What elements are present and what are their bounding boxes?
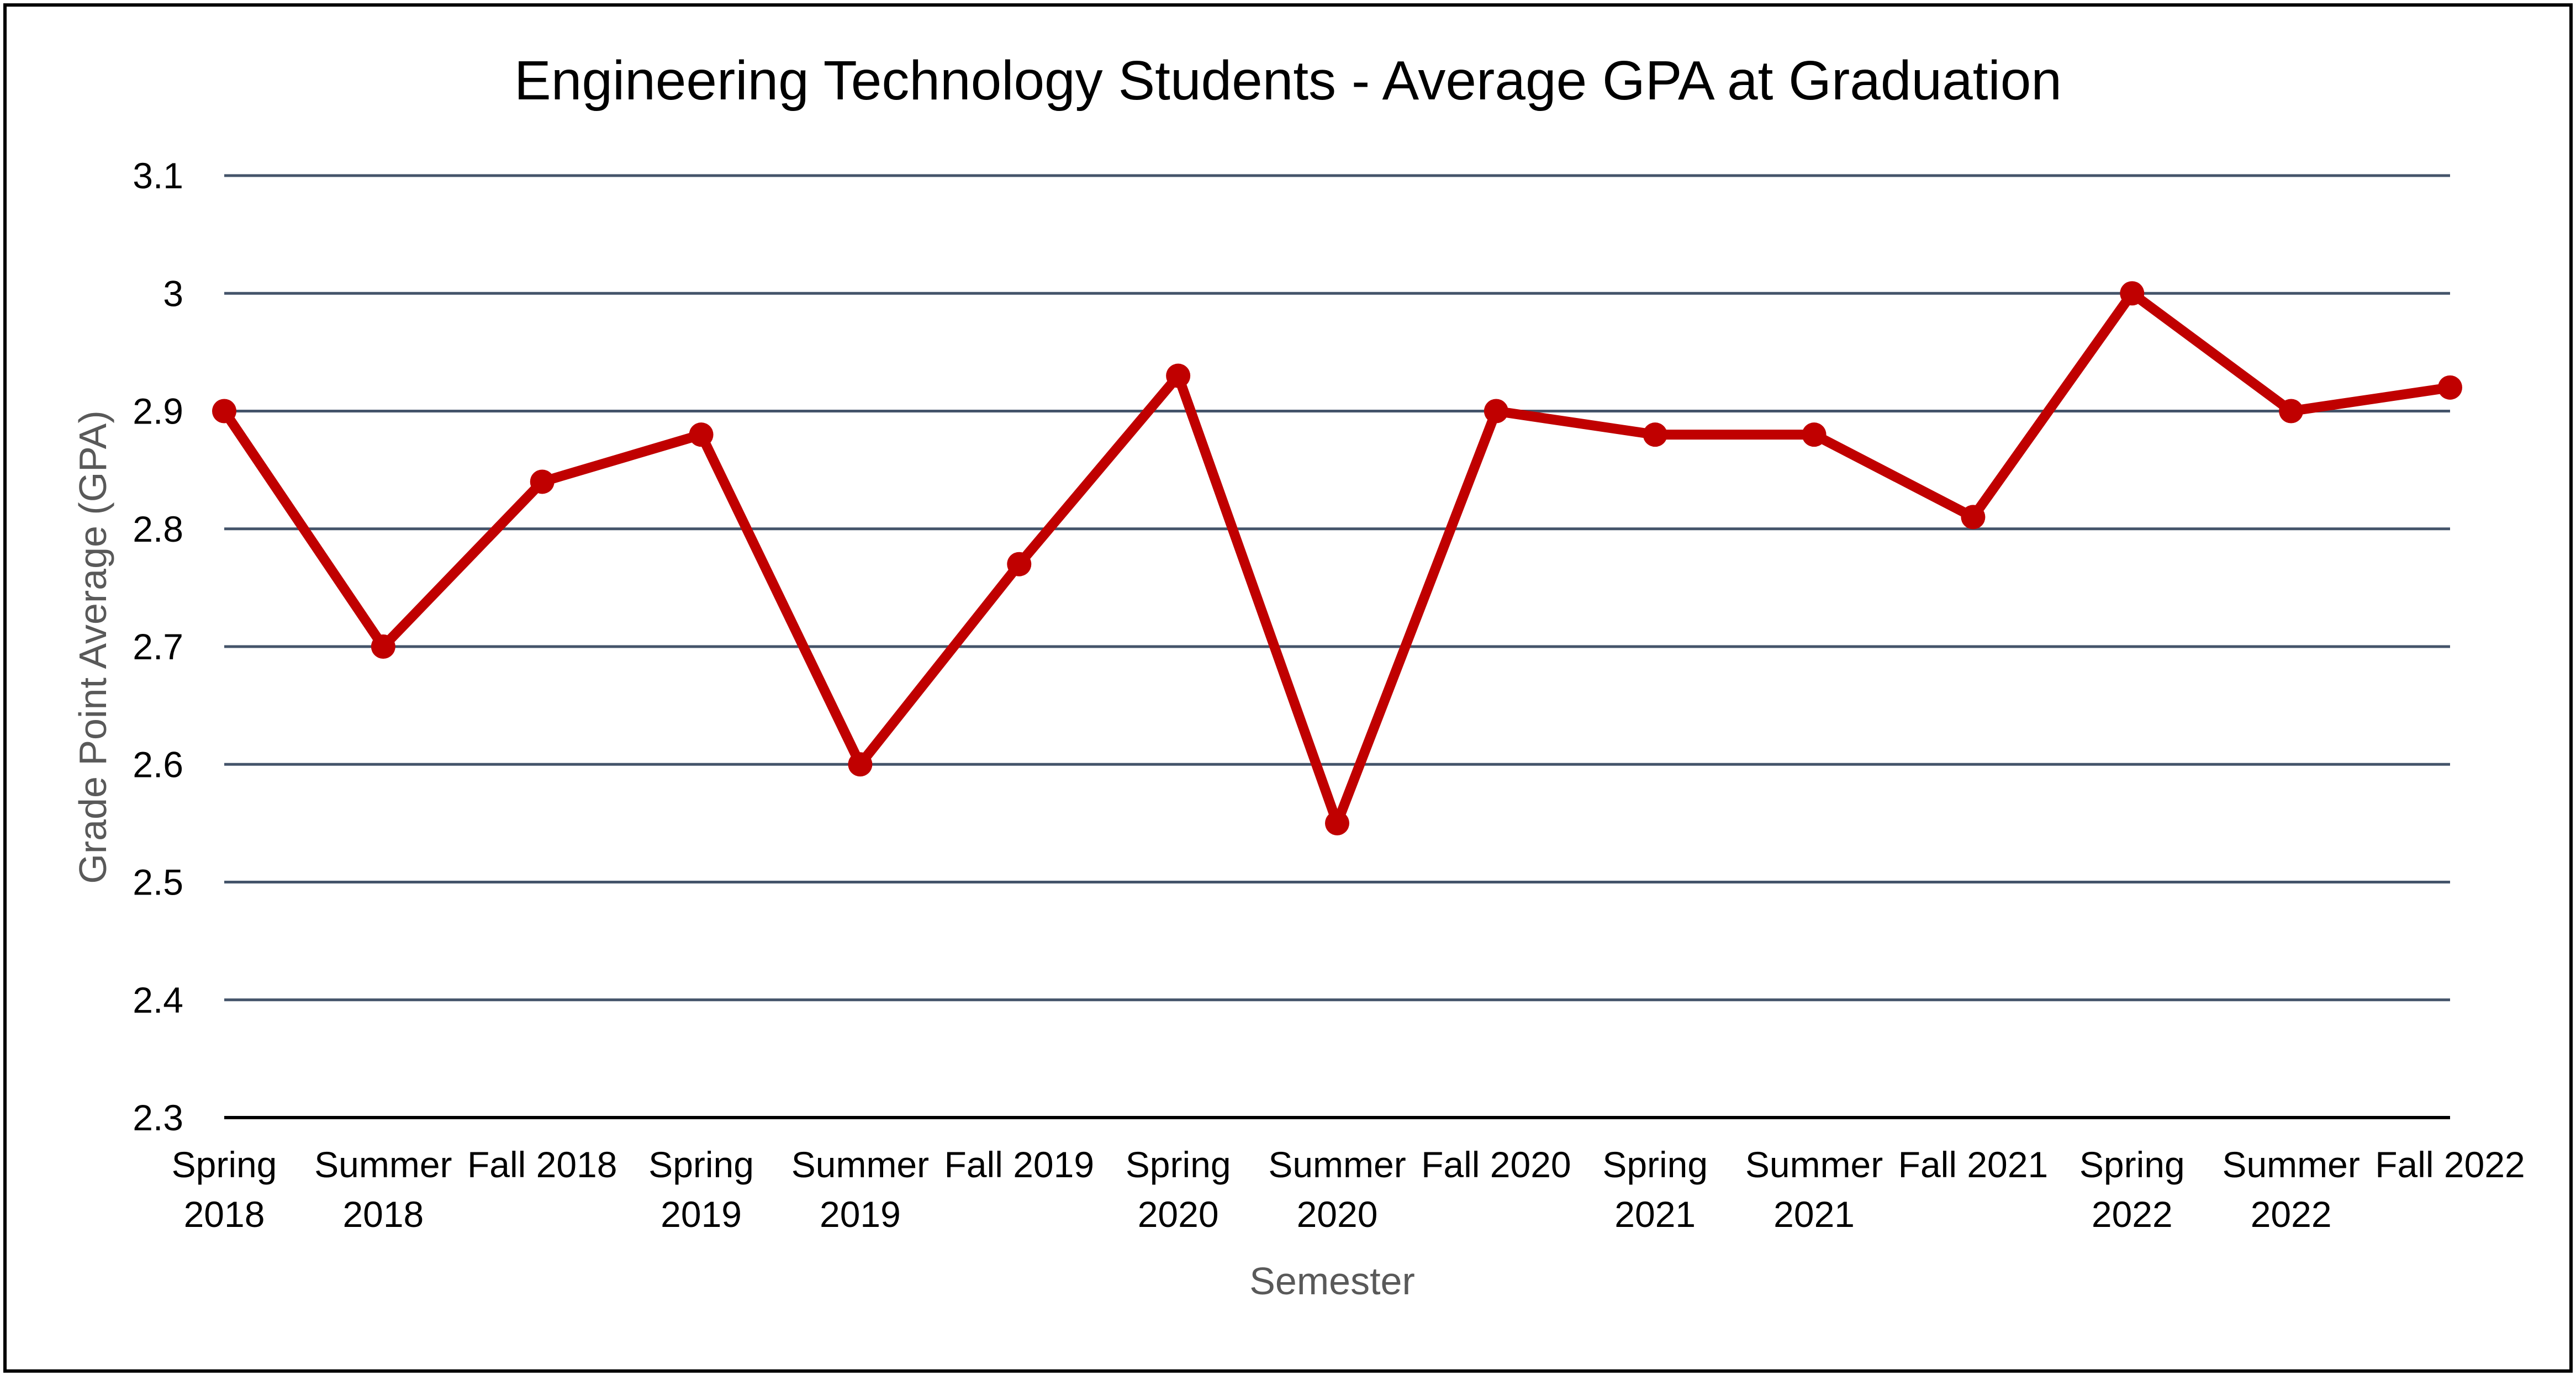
x-tick-label-line: 2019 <box>820 1194 901 1235</box>
data-point <box>1166 363 1191 388</box>
x-tick-label-line: Fall 2019 <box>944 1144 1095 1185</box>
x-tick-label-line: Spring <box>1126 1144 1231 1185</box>
x-tick-label-line: Summer <box>2222 1144 2359 1185</box>
x-tick-label-line: Summer <box>1745 1144 1883 1185</box>
data-point <box>1802 422 1827 447</box>
x-tick-label: Fall 2019 <box>944 1144 1095 1185</box>
x-tick-label: Spring 2021 <box>1602 1144 1708 1235</box>
x-tick-label-line: Fall 2022 <box>2375 1144 2525 1185</box>
gridlines <box>224 174 2450 1119</box>
x-tick-label-line: 2022 <box>2092 1194 2173 1235</box>
x-tick-label-line: Spring <box>2079 1144 2185 1185</box>
y-tick-label: 3.1 <box>133 155 183 196</box>
y-tick-label: 2.7 <box>133 626 183 667</box>
data-point <box>2279 399 2304 424</box>
x-tick-label-line: 2021 <box>1614 1194 1696 1235</box>
x-tick-label: Fall 2018 <box>467 1144 617 1185</box>
data-point <box>1007 552 1032 576</box>
x-tick-label-line: Spring <box>172 1144 277 1185</box>
x-tick-label-line: Spring <box>648 1144 754 1185</box>
series-gpa <box>212 281 2462 835</box>
x-tick-label-line: 2019 <box>661 1194 742 1235</box>
data-point <box>689 422 714 447</box>
x-tick-label-line: 2021 <box>1773 1194 1855 1235</box>
data-point <box>1325 811 1349 835</box>
y-tick-label: 2.4 <box>133 980 183 1020</box>
x-tick-label: Summer 2020 <box>1268 1144 1406 1235</box>
x-tick-label: Spring 2022 <box>2079 1144 2185 1235</box>
y-tick-label: 2.6 <box>133 744 183 785</box>
data-point <box>212 399 236 424</box>
x-tick-label: Summer 2019 <box>791 1144 929 1235</box>
x-tick-label-line: Summer <box>314 1144 452 1185</box>
data-point <box>371 634 395 659</box>
x-tick-label-line: 2020 <box>1297 1194 1378 1235</box>
data-point <box>530 469 555 494</box>
x-tick-label-line: Spring <box>1602 1144 1708 1185</box>
data-point <box>848 752 873 777</box>
y-tick-label: 2.5 <box>133 862 183 903</box>
chart-title: Engineering Technology Students - Averag… <box>514 50 2062 112</box>
x-tick-label: Spring 2018 <box>172 1144 277 1235</box>
data-point <box>1961 505 1986 530</box>
x-tick-label-line: Fall 2018 <box>467 1144 617 1185</box>
y-tick-label: 2.9 <box>133 391 183 432</box>
data-point <box>2120 281 2145 306</box>
x-tick-label: Spring 2019 <box>648 1144 754 1235</box>
x-tick-label: Summer 2018 <box>314 1144 452 1235</box>
data-point <box>2438 375 2462 400</box>
data-point <box>1643 422 1667 447</box>
x-tick-label-line: Summer <box>791 1144 929 1185</box>
x-tick-label: Summer 2022 <box>2222 1144 2359 1235</box>
x-axis-title: Semester <box>1249 1259 1415 1303</box>
gpa-line-chart: Engineering Technology Students - Averag… <box>71 50 2525 1303</box>
chart-frame: Engineering Technology Students - Averag… <box>3 3 2573 1373</box>
y-axis-title: Grade Point Average (GPA) <box>71 410 114 883</box>
x-tick-label: Summer 2021 <box>1745 1144 1883 1235</box>
x-tick-label-line: 2020 <box>1138 1194 1219 1235</box>
x-tick-label-line: Summer <box>1268 1144 1406 1185</box>
y-tick-label: 2.8 <box>133 509 183 549</box>
x-tick-label: Fall 2020 <box>1421 1144 1571 1185</box>
y-tick-label: 2.3 <box>133 1097 183 1138</box>
x-tick-label-line: Fall 2020 <box>1421 1144 1571 1185</box>
data-point <box>1484 399 1508 424</box>
x-tick-label-line: 2018 <box>342 1194 424 1235</box>
x-tick-label-line: 2022 <box>2251 1194 2332 1235</box>
x-tick-label: Fall 2021 <box>1898 1144 2049 1185</box>
x-tick-label: Fall 2022 <box>2375 1144 2525 1185</box>
series-line <box>219 288 2455 828</box>
x-tick-label-line: Fall 2021 <box>1898 1144 2049 1185</box>
y-axis-ticks: 3.1 3 2.9 2.8 2.7 2.6 2.5 2.4 2.3 <box>133 155 183 1138</box>
x-tick-label-line: 2018 <box>184 1194 265 1235</box>
x-tick-label: Spring 2020 <box>1126 1144 1231 1235</box>
y-tick-label: 3 <box>163 273 183 314</box>
